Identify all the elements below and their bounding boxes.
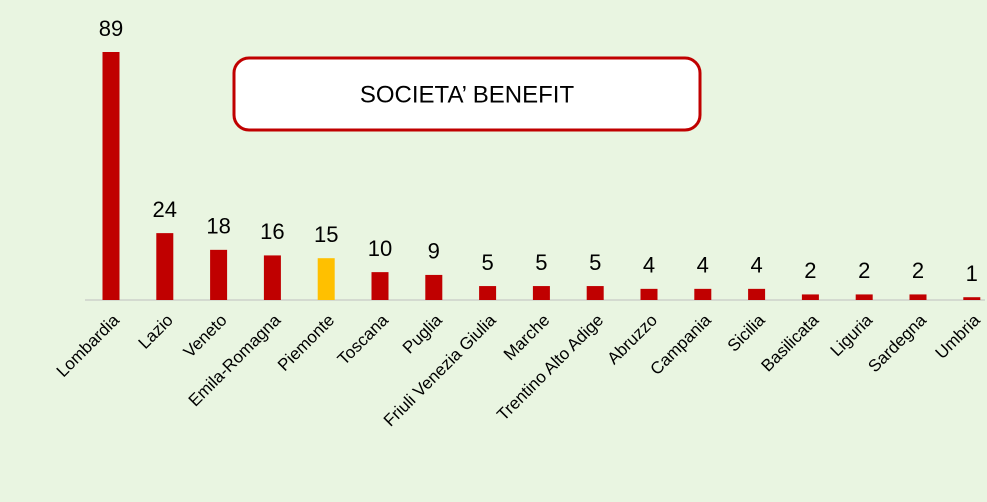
- bar: [479, 286, 497, 300]
- value-label: 2: [858, 258, 870, 283]
- value-label: 16: [260, 219, 284, 244]
- bar: [263, 255, 281, 300]
- value-label: 1: [966, 261, 978, 286]
- value-label: 2: [804, 258, 816, 283]
- bar: [801, 294, 819, 300]
- value-label: 24: [153, 197, 177, 222]
- bar: [371, 272, 389, 300]
- bar: [156, 233, 174, 300]
- bar: [210, 249, 228, 300]
- value-label: 4: [643, 253, 655, 278]
- bar: [317, 258, 335, 300]
- bar: [102, 52, 120, 300]
- bar: [425, 274, 443, 300]
- value-label: 9: [428, 239, 440, 264]
- title-box: [232, 56, 702, 132]
- value-label: 4: [750, 253, 762, 278]
- bar: [586, 286, 604, 300]
- bar: [963, 297, 981, 300]
- value-label: 15: [314, 222, 338, 247]
- chart-title: SOCIETA’ BENEFIT: [360, 81, 575, 108]
- value-label: 5: [589, 250, 601, 275]
- value-label: 18: [206, 214, 230, 239]
- value-label: 10: [368, 236, 392, 261]
- value-label: 5: [481, 250, 493, 275]
- bar: [532, 286, 550, 300]
- bar: [748, 288, 766, 300]
- bar: [855, 294, 873, 300]
- value-label: 2: [912, 258, 924, 283]
- bar: [694, 288, 712, 300]
- value-label: 4: [697, 253, 709, 278]
- value-label: 5: [535, 250, 547, 275]
- bar: [909, 294, 927, 300]
- bar: [640, 288, 658, 300]
- value-label: 89: [99, 16, 123, 41]
